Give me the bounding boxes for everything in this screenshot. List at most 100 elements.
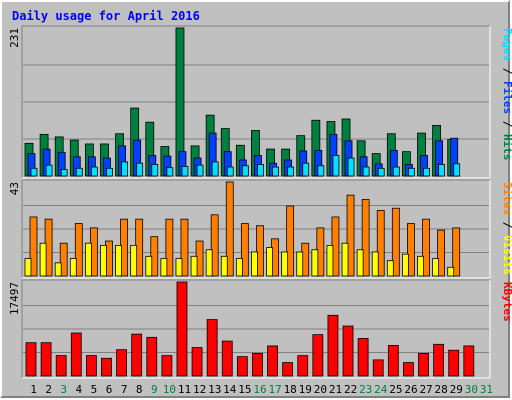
bar-kbytes-day-18 bbox=[282, 362, 294, 377]
x-tick-label-day-3: 3 bbox=[60, 383, 67, 396]
bar-pages-day-4 bbox=[75, 167, 83, 177]
x-tick-label-day-18: 18 bbox=[284, 383, 297, 396]
bar-kbytes-day-15 bbox=[236, 356, 248, 377]
bar-pages-day-13 bbox=[211, 161, 219, 177]
x-axis-labels: 1 2 3 4 5 6 7 8 9 10 11 12 13 14 15 16 17 18 19 20 21 22 23 24 2… bbox=[30, 383, 493, 396]
bar-sites-day-13 bbox=[210, 214, 219, 277]
bar-kbytes-day-21 bbox=[327, 314, 339, 377]
bar-pages-day-15 bbox=[241, 165, 249, 177]
bar-kbytes-day-8 bbox=[131, 333, 143, 377]
series-legend-label: Pages / Files / Hits bbox=[501, 28, 512, 161]
bar-visits-day-13 bbox=[205, 249, 213, 277]
bar-kbytes-day-16 bbox=[252, 353, 263, 377]
legend-part: Files bbox=[501, 81, 512, 114]
bar-sites-day-4 bbox=[74, 223, 83, 277]
legend-part: Sites bbox=[501, 182, 512, 215]
legend-part: Pages bbox=[501, 28, 512, 61]
bar-kbytes-day-9 bbox=[146, 336, 158, 377]
bar-visits-day-1 bbox=[24, 258, 32, 277]
x-tick-label-day-27: 27 bbox=[419, 383, 432, 396]
x-tick-label-day-7: 7 bbox=[121, 383, 128, 396]
bar-sites-day-3 bbox=[59, 242, 68, 277]
legend-part: / bbox=[501, 215, 512, 235]
bar-kbytes-day-25 bbox=[387, 344, 399, 377]
x-tick-label-day-2: 2 bbox=[45, 383, 52, 396]
x-tick-label-day-25: 25 bbox=[389, 383, 402, 396]
x-tick-label-day-10: 10 bbox=[163, 383, 176, 396]
bar-sites-day-23 bbox=[361, 199, 370, 277]
bar-visits-day-26 bbox=[402, 253, 409, 277]
legend-part: Visits bbox=[501, 235, 512, 275]
x-tick-label-day-22: 22 bbox=[344, 383, 357, 396]
bar-visits-day-24 bbox=[371, 251, 379, 277]
bar-kbytes-day-28 bbox=[433, 343, 445, 377]
bar-pages-day-21 bbox=[332, 155, 340, 177]
bar-visits-day-7 bbox=[115, 244, 122, 277]
bar-visits-day-27 bbox=[417, 255, 424, 277]
bar-sites-day-18 bbox=[286, 205, 295, 277]
x-tick-label-day-5: 5 bbox=[91, 383, 98, 396]
bar-visits-day-18 bbox=[281, 251, 289, 277]
chart-title: Daily usage for April 2016 bbox=[12, 9, 200, 23]
bar-pages-day-22 bbox=[347, 157, 355, 177]
bar-pages-day-25 bbox=[392, 166, 400, 177]
x-tick-label-day-19: 19 bbox=[299, 383, 312, 396]
bar-kbytes-day-29 bbox=[448, 349, 460, 377]
bar-pages-day-20 bbox=[317, 165, 325, 177]
bar-sites-day-16 bbox=[256, 225, 264, 277]
bar-pages-day-3 bbox=[60, 169, 68, 177]
bar-pages-day-11 bbox=[181, 165, 189, 177]
bar-pages-day-17 bbox=[272, 166, 279, 177]
bar-kbytes-day-22 bbox=[342, 325, 354, 377]
x-tick-label-day-14: 14 bbox=[223, 383, 237, 396]
bar-visits-day-11 bbox=[175, 258, 183, 277]
bar-pages-day-6 bbox=[106, 167, 113, 177]
bar-pages-day-18 bbox=[287, 166, 295, 177]
legend-part: KBytes bbox=[501, 282, 512, 322]
panel-hits_files_pages: 231 Pages / Files / Hits bbox=[8, 25, 512, 179]
legend-part: Hits bbox=[501, 134, 512, 161]
bar-kbytes-day-10 bbox=[161, 355, 173, 377]
bar-visits-day-17 bbox=[266, 247, 273, 277]
bar-pages-day-23 bbox=[362, 166, 370, 177]
x-tick-label-day-9: 9 bbox=[151, 383, 158, 396]
bar-kbytes-day-23 bbox=[357, 337, 369, 377]
bar-visits-day-6 bbox=[100, 244, 107, 277]
x-tick-label-day-31: 31 bbox=[480, 383, 493, 396]
bar-sites-day-11 bbox=[180, 218, 189, 277]
bar-pages-day-27 bbox=[423, 167, 430, 177]
panel-visits_sites: 43 Sites / Visits bbox=[8, 179, 512, 279]
bar-visits-day-15 bbox=[235, 258, 243, 277]
bar-visits-day-23 bbox=[356, 249, 364, 277]
bar-kbytes-day-14 bbox=[221, 340, 233, 377]
bar-kbytes-day-6 bbox=[101, 357, 112, 377]
x-tick-label-day-28: 28 bbox=[435, 383, 448, 396]
x-tick-label-day-16: 16 bbox=[253, 383, 266, 396]
bar-visits-day-3 bbox=[54, 262, 62, 277]
x-tick-label-day-30: 30 bbox=[465, 383, 478, 396]
bar-kbytes-day-5 bbox=[85, 355, 97, 377]
bar-kbytes-day-13 bbox=[206, 319, 218, 377]
bar-kbytes-day-27 bbox=[418, 353, 429, 377]
bar-visits-day-2 bbox=[39, 242, 47, 277]
y-max-label: 231 bbox=[8, 28, 21, 48]
x-tick-label-day-23: 23 bbox=[359, 383, 372, 396]
bar-pages-day-8 bbox=[136, 162, 144, 177]
legend-part: / bbox=[501, 61, 512, 81]
bar-pages-day-12 bbox=[196, 164, 204, 177]
legend-part: / bbox=[501, 114, 512, 134]
bar-kbytes-day-4 bbox=[70, 332, 82, 377]
bar-visits-day-14 bbox=[220, 255, 228, 277]
chart-panels: 231 Pages / Files / Hits 43 Sites / Visits 1… bbox=[8, 25, 512, 379]
bar-sites-day-1 bbox=[29, 216, 38, 277]
bar-pages-day-26 bbox=[408, 167, 415, 177]
bar-visits-day-19 bbox=[296, 251, 304, 277]
x-tick-label-day-29: 29 bbox=[450, 383, 463, 396]
y-max-label: 17497 bbox=[8, 282, 21, 315]
x-tick-label-day-17: 17 bbox=[268, 383, 281, 396]
x-tick-label-day-4: 4 bbox=[76, 383, 83, 396]
bar-pages-day-28 bbox=[438, 164, 446, 177]
bar-sites-day-29 bbox=[452, 227, 461, 277]
bar-sites-day-27 bbox=[422, 218, 430, 277]
x-tick-label-day-6: 6 bbox=[106, 383, 113, 396]
